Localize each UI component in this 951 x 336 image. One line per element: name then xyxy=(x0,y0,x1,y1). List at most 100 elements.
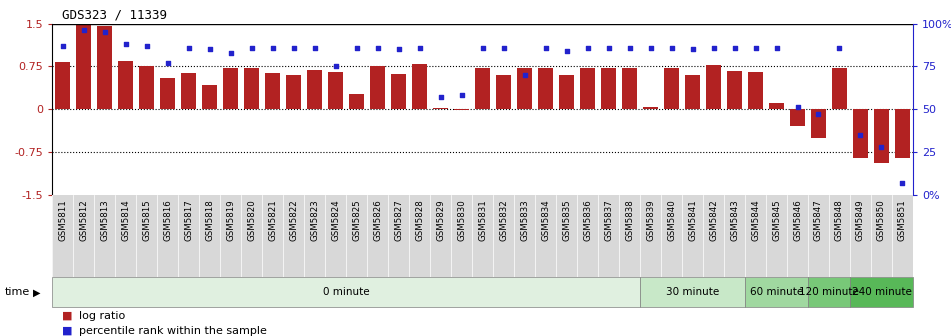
Point xyxy=(580,45,595,50)
Text: 240 minute: 240 minute xyxy=(851,287,911,297)
Bar xyxy=(811,109,825,138)
Point xyxy=(476,45,491,50)
Text: GSM5842: GSM5842 xyxy=(709,199,718,241)
Bar xyxy=(476,68,490,109)
Point xyxy=(538,45,553,50)
Text: GSM5814: GSM5814 xyxy=(122,199,130,241)
Text: GSM5822: GSM5822 xyxy=(289,199,299,241)
Text: GSM5846: GSM5846 xyxy=(793,199,802,241)
FancyBboxPatch shape xyxy=(850,277,913,307)
Text: GSM5849: GSM5849 xyxy=(856,199,865,241)
Point xyxy=(727,45,742,50)
Text: GSM5844: GSM5844 xyxy=(751,199,760,241)
Bar xyxy=(538,68,553,109)
Text: GSM5825: GSM5825 xyxy=(352,199,361,241)
Point xyxy=(790,105,805,110)
Text: GSM5838: GSM5838 xyxy=(625,199,634,241)
Bar xyxy=(97,26,112,109)
Bar xyxy=(55,62,70,109)
Point xyxy=(832,45,847,50)
Text: percentile rank within the sample: percentile rank within the sample xyxy=(79,326,267,336)
Bar xyxy=(496,75,511,109)
Point xyxy=(496,45,512,50)
Text: GSM5832: GSM5832 xyxy=(499,199,508,241)
Bar xyxy=(265,73,280,109)
Text: GSM5820: GSM5820 xyxy=(247,199,256,241)
Text: GSM5847: GSM5847 xyxy=(814,199,823,241)
Text: log ratio: log ratio xyxy=(79,311,126,321)
Point xyxy=(244,45,260,50)
Point xyxy=(874,144,889,150)
Bar xyxy=(874,109,889,164)
Point xyxy=(454,93,469,98)
Text: 0 minute: 0 minute xyxy=(323,287,370,297)
Bar xyxy=(307,70,322,109)
Text: GSM5823: GSM5823 xyxy=(310,199,320,241)
Bar xyxy=(223,68,238,109)
Bar xyxy=(769,103,784,109)
FancyBboxPatch shape xyxy=(745,277,808,307)
Bar xyxy=(643,107,658,109)
Text: GSM5817: GSM5817 xyxy=(184,199,193,241)
Point xyxy=(118,41,133,47)
Point xyxy=(706,45,721,50)
Text: GSM5829: GSM5829 xyxy=(437,199,445,241)
Text: GSM5835: GSM5835 xyxy=(562,199,572,241)
Bar xyxy=(370,67,385,109)
Bar xyxy=(203,85,217,109)
Bar xyxy=(895,109,910,158)
Bar xyxy=(161,78,175,109)
Text: 30 minute: 30 minute xyxy=(666,287,719,297)
Bar xyxy=(832,68,846,109)
Text: GSM5826: GSM5826 xyxy=(373,199,382,241)
Text: GSM5824: GSM5824 xyxy=(331,199,340,241)
Point xyxy=(370,45,385,50)
FancyBboxPatch shape xyxy=(52,277,640,307)
Bar xyxy=(182,73,196,109)
Point xyxy=(433,94,448,100)
Point xyxy=(181,45,196,50)
Point xyxy=(307,45,322,50)
Text: GSM5827: GSM5827 xyxy=(394,199,403,241)
Bar xyxy=(244,68,259,109)
Text: GSM5839: GSM5839 xyxy=(646,199,655,241)
FancyBboxPatch shape xyxy=(640,277,745,307)
FancyBboxPatch shape xyxy=(808,277,850,307)
Text: GSM5830: GSM5830 xyxy=(457,199,466,241)
Point xyxy=(811,112,826,117)
Text: GSM5831: GSM5831 xyxy=(478,199,487,241)
Point xyxy=(685,47,700,52)
Text: GSM5840: GSM5840 xyxy=(667,199,676,241)
Bar xyxy=(455,109,469,110)
Bar xyxy=(707,65,721,109)
Point xyxy=(328,64,343,69)
Bar xyxy=(119,61,133,109)
Bar xyxy=(434,108,448,109)
Point xyxy=(517,72,533,78)
Text: ■: ■ xyxy=(62,326,72,336)
Text: GSM5812: GSM5812 xyxy=(79,199,88,241)
Point xyxy=(895,180,910,185)
Text: GSM5851: GSM5851 xyxy=(898,199,907,241)
Text: GSM5811: GSM5811 xyxy=(58,199,68,241)
Bar xyxy=(328,72,343,109)
Bar xyxy=(413,64,427,109)
Text: GSM5841: GSM5841 xyxy=(688,199,697,241)
Text: GSM5821: GSM5821 xyxy=(268,199,278,241)
Bar xyxy=(517,68,532,109)
Text: GSM5834: GSM5834 xyxy=(541,199,550,241)
Bar xyxy=(559,75,574,109)
Bar xyxy=(664,68,679,109)
Point xyxy=(55,43,70,48)
Bar xyxy=(286,75,301,109)
Point xyxy=(769,45,785,50)
Bar xyxy=(853,109,868,158)
Bar xyxy=(622,68,637,109)
Bar xyxy=(601,68,616,109)
Bar xyxy=(686,75,700,109)
Text: GSM5850: GSM5850 xyxy=(877,199,886,241)
Text: GSM5815: GSM5815 xyxy=(143,199,151,241)
Point xyxy=(286,45,301,50)
Point xyxy=(664,45,679,50)
Point xyxy=(349,45,364,50)
